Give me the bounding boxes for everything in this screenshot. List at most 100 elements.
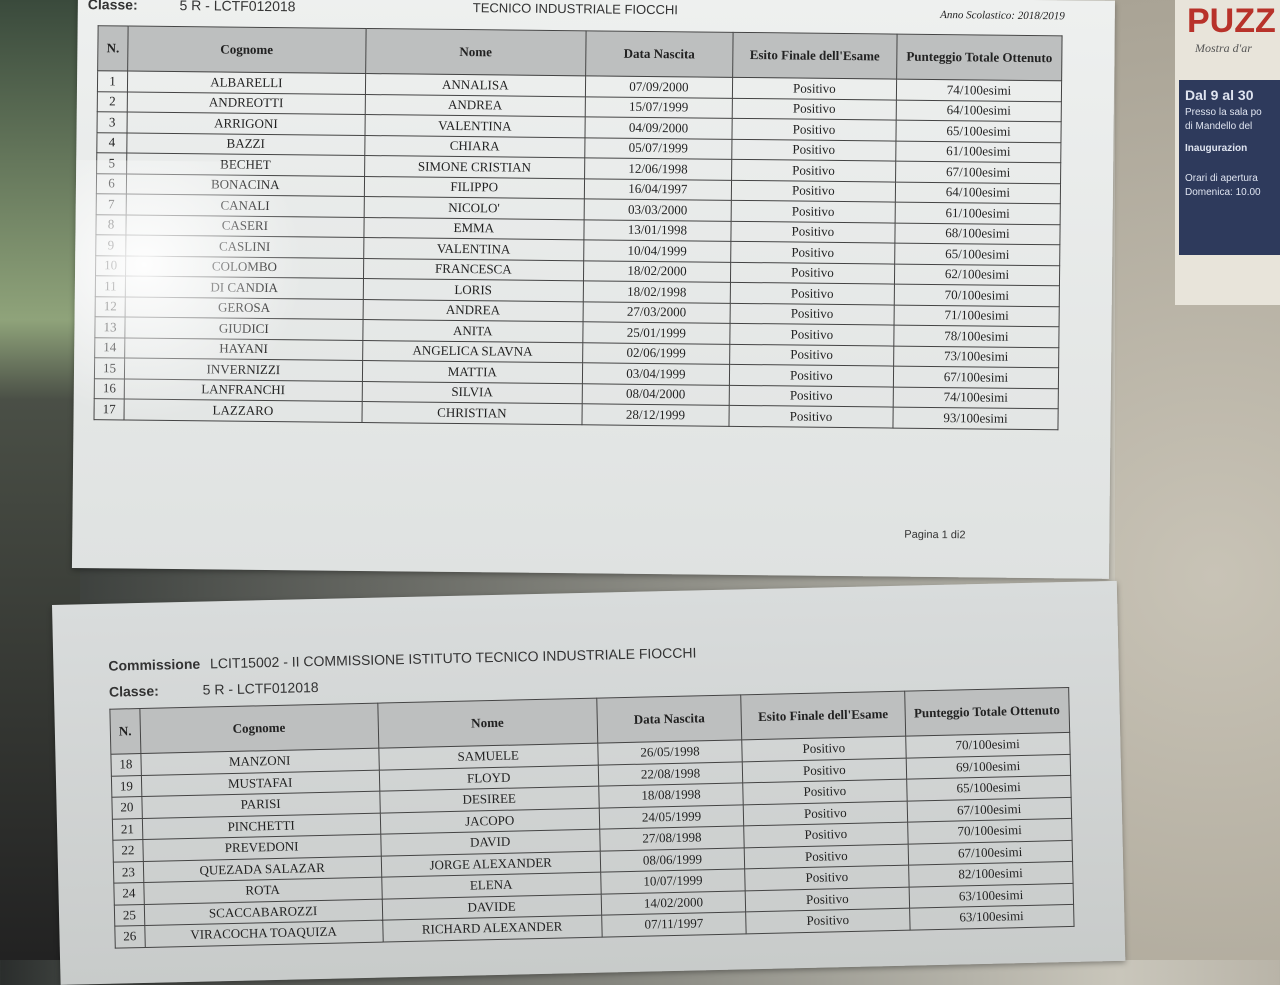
table-cell: 61/100esimi (895, 202, 1061, 225)
table-cell: RICHARD ALEXANDER (382, 915, 602, 942)
table-cell: 27/03/2000 (583, 301, 731, 324)
table-cell: LANFRANCHI (124, 378, 362, 402)
table-cell: 70/100esimi (894, 284, 1060, 307)
table-cell: 28/12/1999 (581, 403, 730, 426)
table-cell: Positivo (730, 261, 895, 285)
table-cell: CASLINI (125, 235, 364, 259)
table-cell: 62/100esimi (894, 263, 1060, 286)
table-cell: 67/100esimi (895, 161, 1061, 184)
table-cell: 02/06/1999 (582, 342, 730, 365)
table-cell: BAZZI (126, 132, 365, 156)
institute-name: TECNICO INDUSTRIALE FIOCCHI (472, 0, 679, 18)
table-cell: Positivo (731, 138, 896, 162)
table-cell: 64/100esimi (896, 99, 1062, 122)
table-cell: 05/07/1999 (584, 137, 732, 160)
table-cell: ANITA (362, 319, 584, 343)
table-cell: 10/04/1999 (583, 239, 731, 262)
column-header: Nome (365, 28, 587, 76)
results-page-2: Commissione LCIT15002 - II COMMISSIONE I… (52, 580, 1126, 985)
table-cell: 64/100esimi (895, 181, 1061, 204)
table-cell: Positivo (729, 302, 895, 326)
column-header: Esito Finale dell'Esame (732, 32, 898, 80)
column-header: Punteggio Totale Ottenuto (904, 687, 1070, 737)
table-cell: ARRIGONI (127, 112, 365, 136)
table-cell: 12 (95, 296, 126, 318)
table-cell: ALBARELLI (127, 71, 366, 95)
column-header: Punteggio Totale Ottenuto (896, 34, 1063, 81)
table-cell: Positivo (729, 384, 894, 408)
table-cell: CHRISTIAN (361, 401, 583, 425)
table-cell: 74/100esimi (896, 79, 1062, 102)
classe-value: 5 R - LCTF012018 (179, 0, 296, 15)
table-cell: 26 (114, 925, 145, 948)
table-cell: Positivo (732, 77, 897, 100)
table-cell: CANALI (126, 194, 364, 218)
results-table-2: N. Cognome Nome Data Nascita Esito Finale de… (109, 687, 1075, 948)
table-cell: 14 (94, 337, 125, 359)
column-header: Nome (377, 698, 598, 749)
table-cell: 68/100esimi (894, 222, 1061, 245)
column-header: Data Nascita (596, 694, 743, 744)
table-cell: 22 (112, 839, 143, 862)
poster-line: Domenica: 10.00 (1185, 186, 1261, 198)
table-cell: 6 (96, 173, 127, 195)
poster-subtitle: Mostra d'ar (1195, 41, 1252, 55)
classe-line: Classe: 5 R - LCTF012018 (109, 679, 319, 700)
table-cell: NICOLO' (363, 196, 585, 220)
table-cell: 16 (94, 378, 125, 400)
table-cell: 10 (95, 255, 126, 277)
table-cell: 93/100esimi (892, 407, 1059, 430)
table-cell: 18/02/1998 (583, 280, 731, 303)
table-cell: 12/06/1998 (584, 157, 732, 180)
table-cell: 74/100esimi (893, 386, 1059, 409)
results-page-1: Classe: 5 R - LCTF012018 TECNICO INDUSTR… (71, 0, 1115, 579)
table-cell: 03/04/1999 (582, 362, 730, 385)
results-table-1: N. Cognome Nome Data Nascita Esito Finale de… (94, 25, 1063, 430)
table-cell: Positivo (745, 908, 910, 934)
table-cell: ANNALISA (364, 73, 586, 97)
table-cell: 24 (113, 882, 144, 905)
table-cell: 65/100esimi (895, 120, 1062, 143)
table-cell: ANGELICA SLAVNA (362, 339, 583, 363)
table-cell: Positivo (729, 323, 895, 346)
table-cell: 18/02/2000 (583, 260, 731, 283)
table-cell: 13 (94, 316, 126, 338)
table-cell: Positivo (728, 405, 894, 428)
classe-label: Classe: (87, 0, 138, 13)
table-cell: MATTIA (361, 360, 583, 384)
poster: PUZZ Mostra d'ar Dal 9 al 30 Presso la s… (1175, 0, 1280, 305)
table-cell: Positivo (730, 241, 895, 264)
table-cell: 13/01/1998 (583, 219, 731, 242)
classe-label: Classe: (108, 682, 159, 700)
table-cell: 23 (113, 861, 144, 884)
table-cell: 65/100esimi (894, 243, 1060, 266)
table-cell: 5 (96, 152, 127, 174)
table-cell: Positivo (729, 343, 894, 367)
table-cell: FILIPPO (363, 176, 585, 199)
table-cell: 11 (95, 275, 126, 297)
table-cell: DI CANDIA (125, 276, 364, 299)
table-cell: 21 (112, 818, 143, 841)
classe-value: 5 R - LCTF012018 (202, 678, 319, 698)
table-cell: GIUDICI (124, 317, 363, 340)
table-cell: 71/100esimi (894, 304, 1060, 327)
table-cell: Positivo (731, 179, 896, 203)
table-cell: 20 (111, 796, 142, 819)
table-cell: BONACINA (126, 173, 365, 197)
table-cell: 07/09/2000 (585, 75, 733, 98)
page-number: Pagina 1 di2 (904, 528, 966, 542)
column-header: Cognome (139, 703, 379, 754)
table-cell: LAZZARO (124, 399, 362, 422)
table-cell: 04/09/2000 (584, 116, 733, 139)
table-cell: Positivo (729, 364, 894, 387)
poster-line: Presso la sala po (1185, 106, 1262, 118)
table-cell: VALENTINA (364, 114, 586, 138)
table-cell: Positivo (732, 97, 897, 121)
table-cell: 63/100esimi (909, 904, 1075, 930)
table-cell: 61/100esimi (895, 140, 1061, 163)
table-cell: 08/04/2000 (582, 383, 730, 406)
table-cell: 18 (110, 753, 141, 776)
classe-line: Classe: 5 R - LCTF012018 (88, 0, 296, 14)
table-cell: VALENTINA (363, 237, 584, 261)
table-cell: ANDREOTTI (127, 91, 365, 115)
